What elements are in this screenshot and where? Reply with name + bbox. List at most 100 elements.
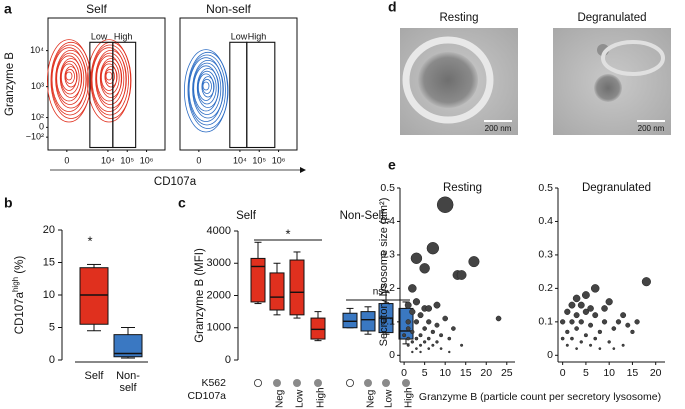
bubble xyxy=(422,326,427,331)
x-tick-label: 5 xyxy=(422,367,428,379)
bubble xyxy=(412,298,421,306)
bubble xyxy=(574,326,579,331)
contour-line xyxy=(95,49,127,109)
panel-letter: d xyxy=(388,0,397,15)
bubble xyxy=(431,343,435,347)
plot-title: Degranulated xyxy=(582,182,651,194)
k562-marker xyxy=(401,378,410,387)
k562-marker xyxy=(253,378,262,387)
y-tick-label: 0.5 xyxy=(380,182,395,194)
bubble xyxy=(435,340,439,344)
contour-line xyxy=(64,66,78,88)
x-tick-label: 10⁵ xyxy=(252,155,266,165)
contour-line xyxy=(104,66,118,88)
contour-line xyxy=(87,39,132,123)
y-tick-label: 0.2 xyxy=(380,282,395,294)
contour-line xyxy=(59,58,83,98)
bubble xyxy=(573,312,580,319)
y-tick-label: 0 xyxy=(389,349,395,361)
group-label: Non-Self xyxy=(340,210,386,222)
x-tick-label: 15 xyxy=(627,367,639,379)
y-axis-label-part: (%) xyxy=(14,256,26,277)
x-tick-label: self xyxy=(119,382,137,394)
row-label: K562 xyxy=(201,377,226,389)
significance: * xyxy=(285,226,290,241)
contour-line xyxy=(51,44,89,116)
bubble xyxy=(419,263,430,274)
bubble xyxy=(598,347,602,350)
contour-line xyxy=(105,68,115,84)
bubble xyxy=(581,291,590,300)
bubble xyxy=(593,336,598,341)
gate xyxy=(229,41,248,149)
micrograph: 200 nm xyxy=(553,28,671,135)
bubble xyxy=(588,322,594,328)
box xyxy=(360,311,376,332)
y-tick-label: 0.5 xyxy=(538,182,553,194)
contour-line xyxy=(188,57,224,122)
bubble xyxy=(413,319,420,325)
y-tick-label: 0.3 xyxy=(380,249,395,261)
gate-label: Low xyxy=(231,32,248,42)
bubble xyxy=(568,301,576,309)
x-tick-label: 10 xyxy=(439,367,451,379)
bubble xyxy=(560,319,566,325)
y-axis-label: Granzyme B xyxy=(4,52,16,116)
membrane xyxy=(601,40,665,76)
significance: * xyxy=(87,233,92,248)
panel-letter: e xyxy=(388,157,396,173)
bubble xyxy=(411,350,414,354)
x-tick-label: Self xyxy=(85,370,105,382)
contour-line xyxy=(55,52,85,105)
y-tick-label: 0.2 xyxy=(538,282,553,294)
bubble xyxy=(607,340,611,344)
bubble xyxy=(630,329,635,335)
x-tick-label: Non- xyxy=(116,370,140,382)
y-axis-label-part: CD107a xyxy=(14,291,26,334)
contour-line xyxy=(60,60,80,95)
image-title: Resting xyxy=(440,12,479,24)
group-label: Self xyxy=(236,210,257,222)
y-tick-label: 10 xyxy=(43,289,55,301)
y-tick-label: 10³ xyxy=(31,81,44,91)
contour-line xyxy=(95,52,125,105)
bubble xyxy=(456,270,467,280)
bubble xyxy=(468,256,480,268)
bubble xyxy=(495,315,502,322)
bubble xyxy=(579,340,583,344)
contour-line xyxy=(91,44,129,116)
y-axis-label: Secretory lysosome size (µm²) xyxy=(378,198,390,347)
x-tick-label: 0 xyxy=(401,367,407,379)
bubble xyxy=(410,252,423,264)
bubble xyxy=(587,305,594,312)
bubble xyxy=(426,242,440,255)
contour-line xyxy=(193,65,219,112)
x-tick-label: 10⁶ xyxy=(140,155,154,165)
box xyxy=(289,259,305,316)
y-tick-label: 15 xyxy=(43,256,55,268)
box xyxy=(79,267,109,325)
x-tick-label: 10⁴ xyxy=(101,155,115,165)
contour-line xyxy=(100,63,118,91)
bubble xyxy=(578,319,584,325)
gate-label: Low xyxy=(91,32,108,42)
x-tick-label: Low xyxy=(295,389,306,408)
y-axis-label: CD107ahigh (%) xyxy=(11,256,26,335)
bubble xyxy=(447,336,452,341)
k562-marker xyxy=(313,378,322,387)
bubble xyxy=(405,326,411,331)
y-axis-label-part: high xyxy=(11,277,20,292)
plot-title: Resting xyxy=(443,182,482,194)
bubble xyxy=(433,301,441,309)
bubble xyxy=(408,284,417,293)
gate xyxy=(112,41,137,149)
bubble xyxy=(442,315,448,322)
bubble xyxy=(565,329,570,335)
bubble xyxy=(620,312,627,319)
bubble xyxy=(426,336,431,341)
y-axis-label-part: Granzyme B (MFI) xyxy=(194,248,206,343)
bubble xyxy=(592,312,599,319)
lysosome xyxy=(418,52,478,108)
x-axis-label: Granzyme B (particle count per secretory… xyxy=(419,391,661,403)
row-label: CD107a xyxy=(187,390,226,402)
